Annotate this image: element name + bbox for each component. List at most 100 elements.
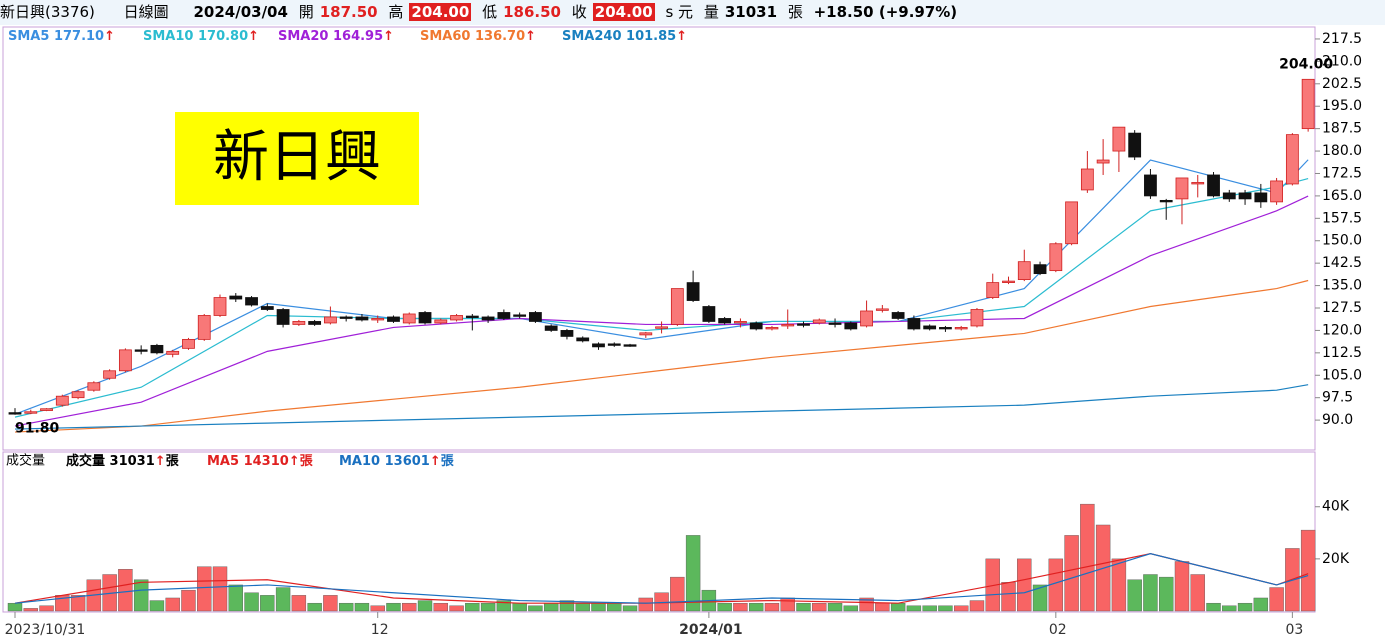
x-tick-label: 02 [1049, 622, 1067, 638]
y-tick-label: 112.5 [1322, 345, 1362, 361]
candle-body [749, 322, 763, 330]
y-tick-label: 165.0 [1322, 188, 1362, 204]
stock-name: 新日興(3376) [0, 3, 95, 21]
volume-bar [433, 602, 448, 612]
candle-body [828, 322, 842, 325]
legend-arrow: ↑ [155, 454, 166, 469]
legend-value: 31031 [110, 454, 155, 469]
volume-bar [449, 605, 464, 612]
high-label: 高 [388, 3, 404, 21]
volume-bar [386, 602, 401, 612]
candle-body [1159, 199, 1173, 203]
candle-body [1301, 78, 1315, 130]
legend-value: 13601 [385, 454, 430, 469]
y-tick-label: 195.0 [1322, 98, 1362, 114]
y-tick-label: 142.5 [1322, 255, 1362, 271]
candle-body [844, 322, 858, 330]
legend-value: 164.95 [333, 29, 383, 44]
y-tick-label: 135.0 [1322, 278, 1362, 294]
candle-body [576, 337, 590, 342]
y-tick-label: 105.0 [1322, 367, 1362, 383]
candle-body [402, 313, 416, 324]
candle-body [87, 382, 101, 391]
annotation: 91.80 [15, 421, 60, 437]
volume-bar [512, 602, 527, 612]
legend-arrow: ↑ [248, 29, 259, 44]
volume-bar [827, 602, 843, 612]
y-tick-label: 187.5 [1322, 121, 1362, 137]
candle-body [1112, 126, 1126, 152]
candle-body [292, 321, 306, 325]
x-tick-label: 2023/10/31 [5, 622, 86, 638]
candle-body [182, 338, 195, 349]
candle-body [529, 312, 542, 322]
volume-bar [638, 597, 653, 612]
volume-bar [780, 597, 795, 612]
candle-body [308, 321, 322, 325]
candle-body [1049, 243, 1063, 272]
y-tick-label: 40K [1322, 499, 1350, 515]
candle-body [607, 343, 621, 346]
volume-bar [165, 597, 180, 612]
candle-body [1128, 132, 1142, 158]
volume-bar [1017, 558, 1032, 612]
candle-body [1144, 174, 1157, 197]
volume-bar [1032, 584, 1048, 612]
candle-body [450, 315, 463, 321]
legend-arrow: ↑ [104, 29, 115, 44]
volume-bar [1064, 535, 1079, 612]
candle-body [166, 350, 180, 355]
volume-bar [969, 600, 985, 612]
volume-bar [197, 566, 212, 612]
y-tick-label: 202.5 [1322, 76, 1362, 92]
volume-bar [228, 584, 243, 612]
candle-body [875, 308, 889, 311]
ma-line [14, 195, 1309, 427]
volume-bar [1190, 574, 1205, 612]
period: 日線圖 [123, 3, 169, 21]
candle-body [765, 327, 779, 330]
legend-entry: SMA60 136.70↑ [420, 29, 536, 44]
candle-body [734, 321, 747, 324]
candle-body [497, 312, 511, 319]
volume-bar [402, 602, 417, 612]
annotation: 204.00 [1279, 56, 1333, 72]
legend-value: 170.80 [198, 29, 248, 44]
volume-bar [1159, 576, 1174, 612]
legend-entry: SMA20 164.95↑ [278, 29, 394, 44]
candle-body [891, 312, 905, 319]
legend-value: 136.70 [475, 29, 525, 44]
candle-body [1207, 174, 1220, 197]
candle-body [560, 330, 574, 337]
candle-body [260, 306, 274, 310]
candle-body [1080, 168, 1094, 191]
candle-body [276, 309, 290, 325]
volume-bar [7, 602, 23, 612]
legend-entry: MA10 13601↑張 [339, 454, 455, 469]
y-tick-label: 90.0 [1322, 412, 1353, 428]
y-tick-label: 20K [1322, 551, 1350, 567]
candle-body [860, 310, 873, 327]
candle-body [1002, 280, 1015, 283]
legend-entry: SMA240 101.85↑ [562, 29, 687, 44]
volume-bar [938, 605, 953, 612]
legend-name: MA5 [207, 454, 239, 469]
candle-body [1238, 192, 1252, 200]
y-tick-label: 120.0 [1322, 322, 1362, 338]
legend-entry: SMA10 170.80↑ [143, 29, 259, 44]
legend-name: SMA5 [8, 29, 49, 44]
volume-bar [985, 558, 1000, 612]
volume-label: 量 [703, 3, 719, 21]
candle-body [907, 318, 921, 330]
ma-line [14, 384, 1309, 430]
volume-bar [843, 605, 859, 612]
price-panel [2, 26, 1316, 451]
candle-body [1175, 177, 1189, 200]
x-tick-label: 12 [371, 622, 389, 638]
volume-bar [575, 602, 590, 612]
legend-arrow: ↑ [430, 454, 441, 469]
candle-body [544, 325, 558, 331]
volume-bar [354, 602, 370, 612]
volume-bar [260, 595, 275, 612]
